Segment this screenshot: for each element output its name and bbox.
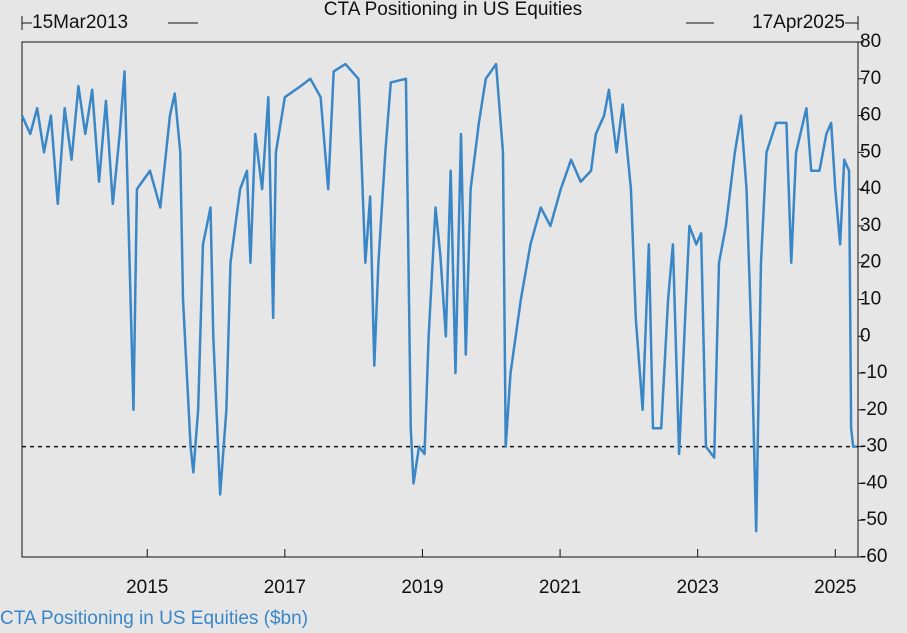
y-tick-label: -20 (860, 399, 887, 420)
y-tick-label: 30 (860, 215, 881, 236)
x-tick-label: 2017 (264, 577, 306, 598)
y-tick-label: 10 (860, 289, 881, 310)
y-tick-label: 60 (860, 105, 881, 126)
y-tick-label: 80 (860, 31, 881, 52)
y-tick-label: 20 (860, 252, 881, 273)
y-tick-label: -60 (860, 546, 887, 567)
x-tick-label: 2019 (401, 577, 443, 598)
start-label: 15Mar2013 (32, 12, 128, 33)
chart-title: CTA Positioning in US Equities (324, 0, 582, 20)
end-label: 17Apr2025 (752, 12, 845, 33)
y-tick-label: 70 (860, 68, 881, 89)
y-tick-label: 40 (860, 178, 881, 199)
data-line (20, 62, 857, 533)
y-tick-label: -30 (860, 436, 887, 457)
y-tick-label: 0 (860, 325, 871, 346)
legend-label: CTA Positioning in US Equities ($bn) (0, 608, 308, 629)
x-tick-label: 2015 (126, 577, 168, 598)
y-tick-label: -50 (860, 509, 887, 530)
x-tick-label: 2025 (814, 577, 856, 598)
x-tick-label: 2021 (539, 577, 581, 598)
y-tick-label: -10 (860, 362, 887, 383)
y-tick-label: 50 (860, 141, 881, 162)
x-tick-label: 2023 (677, 577, 719, 598)
y-tick-label: -40 (860, 472, 887, 493)
